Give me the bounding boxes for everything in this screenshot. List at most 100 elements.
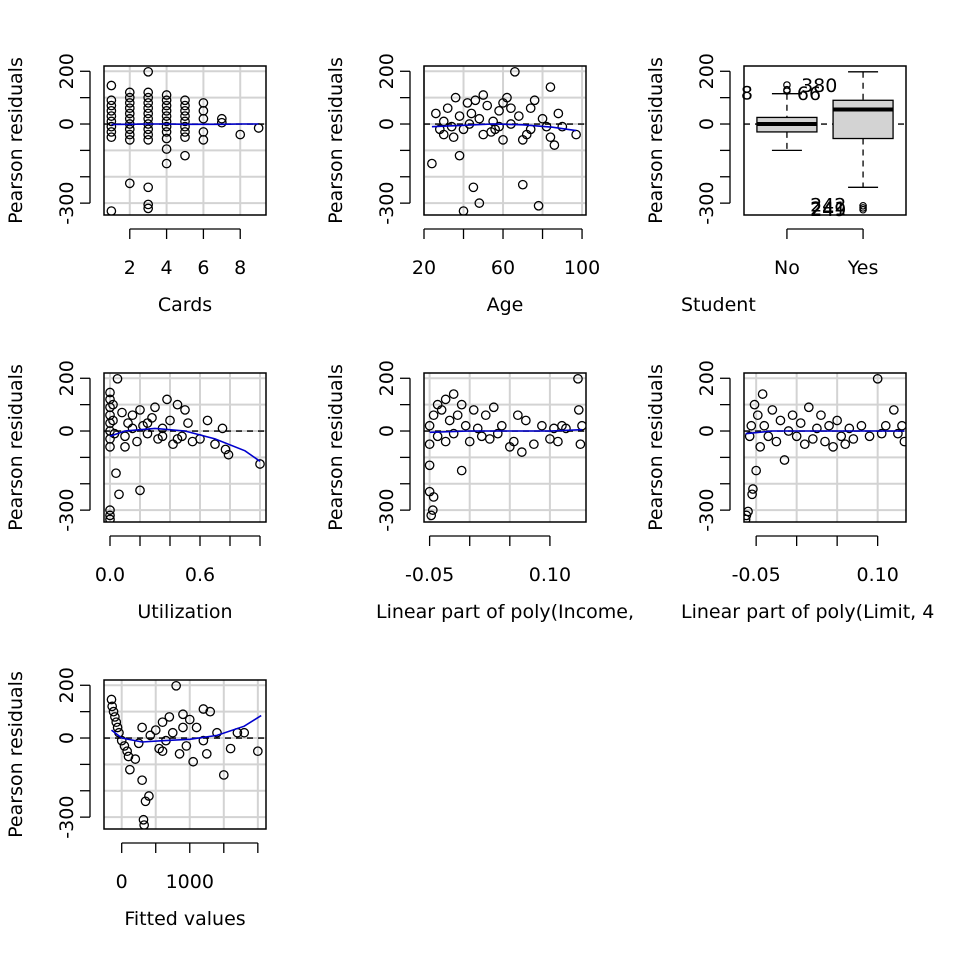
x-tick-label: 20	[412, 257, 436, 279]
smooth-curve	[429, 428, 583, 434]
data-point	[577, 420, 586, 431]
data-point	[127, 423, 138, 434]
data-point	[498, 134, 508, 145]
points-group	[427, 66, 581, 215]
data-point	[448, 389, 459, 399]
data-point	[112, 373, 123, 384]
data-point	[161, 95, 172, 106]
data-point	[143, 113, 154, 124]
data-point	[575, 439, 586, 450]
y-tick-label: -300	[376, 489, 398, 532]
data-point	[749, 399, 760, 410]
data-point	[119, 741, 130, 751]
data-point	[124, 113, 135, 124]
data-point	[184, 714, 195, 725]
y-axis-label: Pearson residuals	[645, 57, 667, 224]
data-point	[824, 420, 834, 431]
y-tick-label: -300	[696, 489, 718, 532]
data-point	[529, 95, 540, 106]
data-point	[157, 717, 168, 728]
data-point	[494, 105, 504, 116]
data-point	[124, 98, 135, 108]
data-point	[142, 418, 153, 428]
data-point	[424, 460, 435, 471]
data-point	[533, 200, 544, 211]
data-point	[448, 428, 459, 439]
data-point	[452, 410, 463, 421]
points-group	[424, 373, 586, 521]
points-group	[105, 373, 265, 522]
data-point	[123, 418, 133, 428]
data-point	[162, 394, 172, 405]
data-point	[474, 198, 485, 208]
y-tick-label: 0	[56, 732, 78, 744]
x-tick-label: 1000	[166, 871, 214, 893]
data-point	[545, 82, 556, 92]
data-point	[464, 119, 475, 129]
data-point	[108, 415, 118, 426]
data-point	[484, 434, 495, 444]
data-point	[803, 402, 814, 413]
data-point	[120, 441, 130, 452]
data-point	[454, 150, 465, 161]
y-axis-label: Pearson residuals	[5, 671, 27, 838]
data-point	[464, 436, 475, 447]
data-point	[470, 95, 481, 106]
y-tick-label: -300	[696, 182, 718, 225]
data-point	[787, 410, 798, 421]
plot-frame	[103, 65, 267, 216]
data-point	[108, 706, 119, 717]
data-point	[498, 98, 508, 108]
data-point	[436, 405, 447, 415]
data-point	[255, 459, 265, 469]
y-tick-label: 200	[56, 667, 78, 703]
data-point	[137, 722, 147, 733]
data-point	[106, 132, 117, 143]
data-point	[775, 415, 786, 426]
data-point	[108, 399, 118, 410]
outlier-point	[783, 87, 791, 95]
data-point	[114, 489, 124, 500]
data-point	[816, 410, 826, 421]
x-tick-label: 2	[124, 257, 136, 279]
data-point	[117, 407, 127, 418]
data-point	[876, 428, 887, 439]
data-point	[172, 399, 183, 410]
smooth-curve	[111, 714, 262, 743]
data-point	[164, 712, 175, 722]
data-point	[545, 132, 556, 143]
data-point	[836, 431, 847, 442]
data-point	[438, 129, 449, 140]
data-point	[517, 179, 528, 190]
data-point	[107, 701, 118, 712]
data-point	[746, 420, 757, 431]
data-point	[143, 92, 154, 103]
data-point	[180, 95, 190, 106]
data-point	[757, 389, 768, 399]
data-point	[124, 103, 135, 114]
y-axis-label: Pearson residuals	[325, 364, 347, 531]
box-yes	[832, 71, 894, 214]
y-tick-label: -300	[376, 182, 398, 225]
data-point	[468, 405, 479, 415]
data-point	[210, 439, 220, 450]
x-tick-label: -0.05	[405, 564, 454, 586]
outlier-point	[859, 205, 867, 214]
data-point	[521, 415, 531, 426]
data-point	[143, 87, 154, 98]
data-point	[442, 103, 453, 114]
data-point	[106, 100, 117, 111]
data-point	[135, 405, 145, 415]
data-point	[120, 431, 130, 442]
data-point	[161, 121, 172, 132]
x-tick-label: -0.05	[732, 564, 781, 586]
data-point	[172, 434, 183, 444]
data-point	[561, 423, 571, 434]
y-axis-label: Pearson residuals	[325, 57, 347, 224]
data-point	[510, 66, 520, 77]
data-point	[161, 111, 172, 121]
data-point	[123, 751, 134, 762]
data-point	[571, 129, 581, 140]
data-point	[106, 95, 117, 106]
